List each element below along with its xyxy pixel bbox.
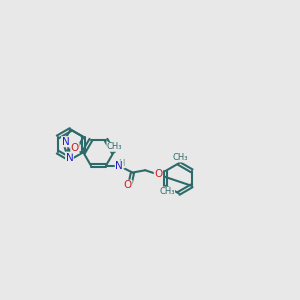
Text: O: O (124, 180, 132, 190)
Text: N: N (61, 137, 69, 147)
Text: O: O (71, 143, 79, 153)
Text: O: O (154, 169, 163, 179)
Text: H: H (118, 159, 124, 168)
Text: CH₃: CH₃ (159, 187, 175, 196)
Text: N: N (115, 161, 123, 171)
Text: CH₃: CH₃ (172, 153, 188, 162)
Text: N: N (66, 153, 73, 164)
Text: CH₃: CH₃ (107, 142, 122, 151)
